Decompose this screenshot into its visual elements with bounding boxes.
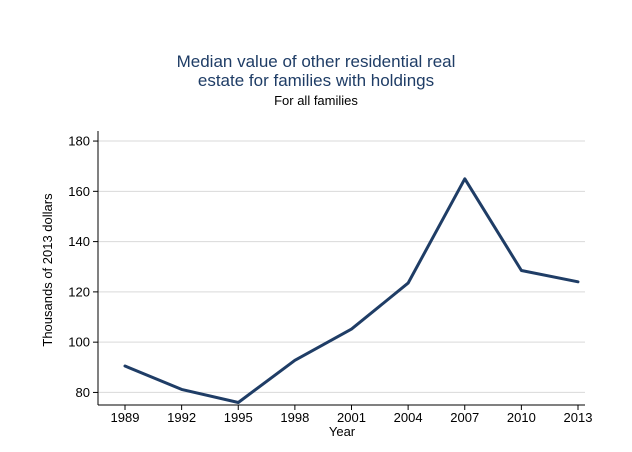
x-tick-label: 2013	[564, 410, 593, 425]
series	[123, 177, 580, 404]
y-tick-label: 120	[68, 284, 90, 299]
gridlines	[98, 140, 585, 393]
x-tick-label: 1995	[224, 410, 253, 425]
y-tick-label: 180	[68, 134, 90, 149]
series-line-0	[123, 177, 580, 404]
y-tick-label: 80	[76, 385, 90, 400]
y-tick-label: 160	[68, 184, 90, 199]
x-tick-label: 2010	[507, 410, 536, 425]
x-tick-label: 2004	[394, 410, 423, 425]
x-tick-label: 1998	[280, 410, 309, 425]
x-tick-label: 2007	[450, 410, 479, 425]
x-tick-label: 1989	[111, 410, 140, 425]
axes: 80 100 120 140 160 180 1989 1992 1995 1998 2001 200…	[68, 131, 592, 425]
y-axis-label: Thousands of 2013 dollars	[40, 193, 55, 347]
x-tick-label: 2001	[337, 410, 366, 425]
chart-title-line-2: estate for families with holdings	[197, 71, 435, 90]
y-tick-label: 100	[68, 335, 90, 350]
chart-subtitle: For all families	[274, 93, 358, 108]
x-tick-label: 1992	[167, 410, 196, 425]
x-axis-label: Year	[329, 424, 356, 439]
y-tick-label: 140	[68, 234, 90, 249]
chart-title-line-1: Median value of other residential real	[176, 52, 456, 71]
